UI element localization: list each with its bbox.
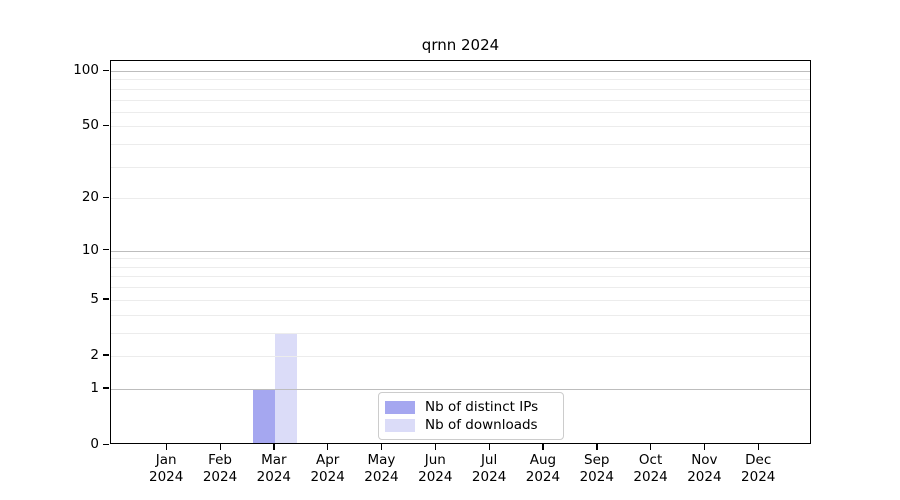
x-tick-3 [327,444,329,450]
x-tick-2 [273,444,275,450]
gridline-minor-9 [111,258,810,260]
legend-swatch-downloads [385,418,415,432]
y-tick-5 [103,298,109,300]
gridline-minor-7 [111,276,810,278]
y-tick-0 [103,443,109,445]
gridline-minor-2 [111,355,810,357]
gridline-minor-30 [111,166,810,168]
chart-title: qrnn 2024 [421,36,500,54]
y-tick-label-20: 20 [81,189,99,206]
gridline-minor-80 [111,88,810,90]
x-tick-label-aug-2024: Aug 2024 [525,452,561,485]
x-tick-label-jan-2024: Jan 2024 [149,452,184,485]
x-tick-label-oct-2024: Oct 2024 [633,452,668,485]
gridline-major-1 [111,388,810,390]
x-tick-6 [488,444,490,450]
gridline-minor-4 [111,314,810,316]
bar-nb-of-downloads-mar-2024 [274,332,297,444]
x-tick-label-sep-2024: Sep 2024 [579,452,614,485]
y-tick-label-100: 100 [73,62,99,78]
legend-swatch-distinct-ips [385,400,415,414]
y-tick-label-1: 1 [90,379,99,396]
x-tick-label-mar-2024: Mar 2024 [256,452,291,485]
x-tick-label-nov-2024: Nov 2024 [687,452,722,485]
x-tick-8 [596,444,598,450]
x-tick-label-may-2024: May 2024 [364,452,399,485]
gridline-minor-20 [111,198,810,200]
gridline-minor-3 [111,332,810,334]
gridline-minor-60 [111,111,810,113]
x-tick-1 [219,444,221,450]
y-tick-1 [103,387,109,389]
x-tick-7 [542,444,544,450]
x-tick-11 [757,444,760,450]
y-tick-10 [103,249,109,251]
x-tick-label-apr-2024: Apr 2024 [310,452,345,485]
legend-row-downloads: Nb of downloads [385,416,556,434]
y-tick-2 [103,354,109,356]
y-tick-label-50: 50 [81,117,99,134]
gridline-major-10 [111,250,810,252]
x-tick-5 [434,444,437,450]
y-tick-label-5: 5 [90,290,99,307]
y-tick-label-2: 2 [90,346,99,363]
legend-label-downloads: Nb of downloads [425,417,538,433]
x-tick-9 [650,444,652,450]
y-tick-label-0: 0 [90,436,99,452]
gridline-minor-5 [111,299,810,301]
bar-nb-of-distinct-ips-mar-2024 [252,388,275,444]
gridline-minor-40 [111,144,810,146]
legend-label-distinct-ips: Nb of distinct IPs [425,399,539,415]
y-tick-50 [103,124,109,127]
legend-row-distinct-ips: Nb of distinct IPs [385,398,556,416]
legend: Nb of distinct IPs Nb of downloads [378,392,564,440]
gridline-minor-8 [111,266,810,268]
gridline-minor-70 [111,99,810,101]
x-tick-0 [165,444,167,450]
y-tick-100 [103,69,109,71]
x-tick-label-feb-2024: Feb 2024 [202,452,238,485]
x-tick-label-dec-2024: Dec 2024 [741,452,776,485]
plot-area [110,60,811,444]
gridline-minor-90 [111,79,810,81]
x-tick-4 [380,444,383,450]
gridline-minor-6 [111,287,810,289]
y-tick-20 [103,196,109,199]
gridline-major-100 [111,71,810,72]
x-tick-10 [703,444,706,450]
x-tick-label-jul-2024: Jul 2024 [471,452,507,485]
gridline-minor-50 [111,126,810,128]
y-tick-label-10: 10 [81,241,99,258]
x-tick-label-jun-2024: Jun 2024 [418,452,453,485]
